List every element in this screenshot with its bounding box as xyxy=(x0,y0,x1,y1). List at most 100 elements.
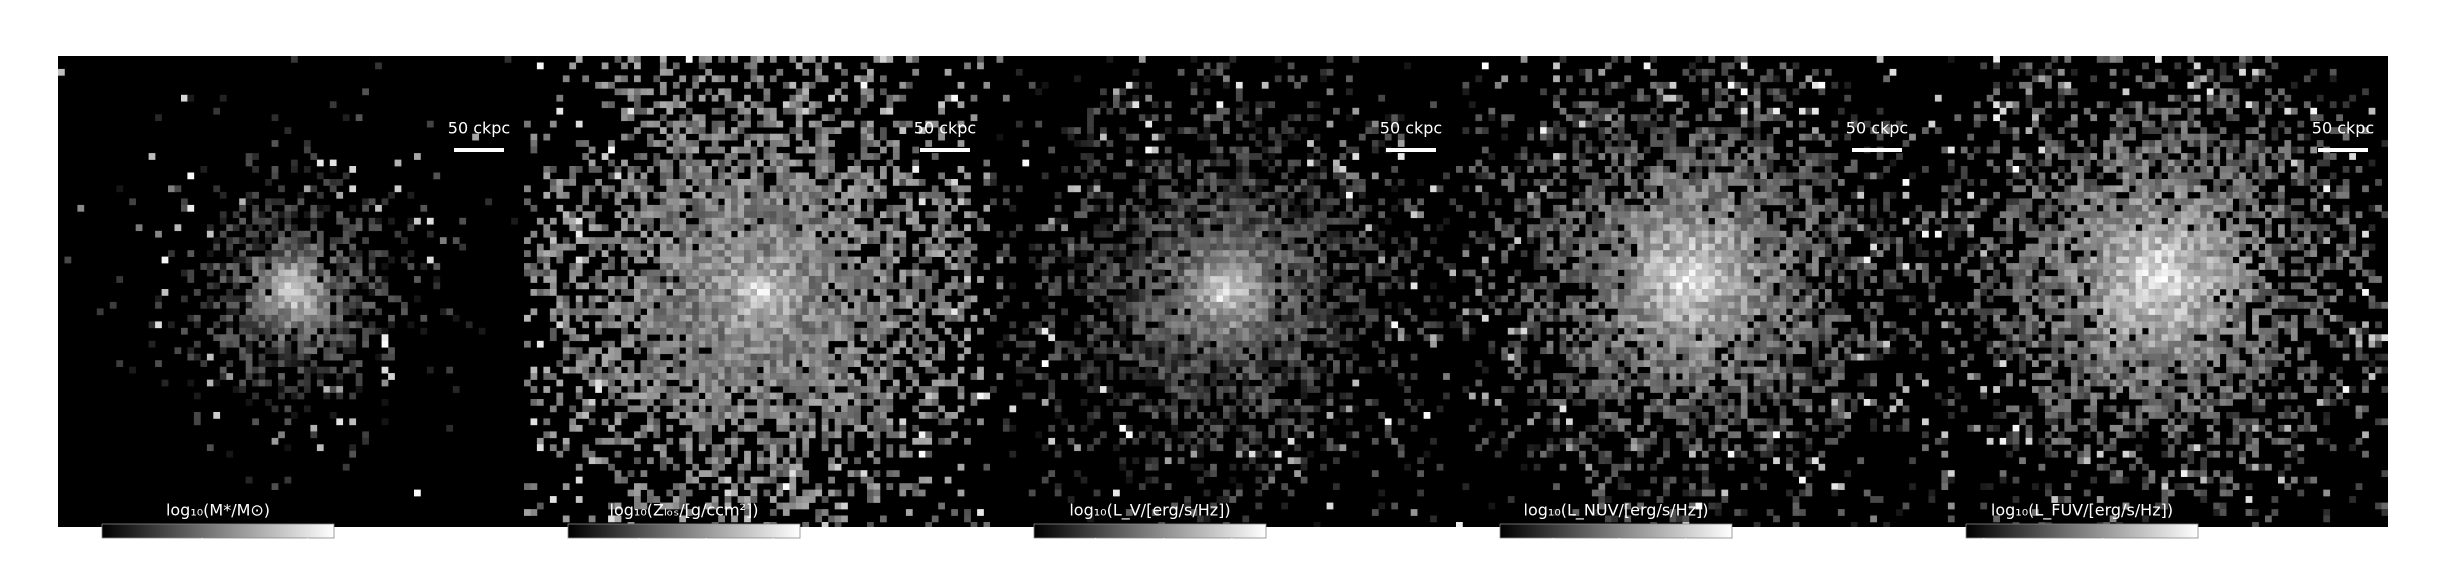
pixel xyxy=(1352,172,1360,180)
pixel xyxy=(1125,263,1133,270)
pixel xyxy=(1216,308,1224,316)
pixel xyxy=(1184,379,1191,387)
pixel xyxy=(821,399,829,406)
pixel xyxy=(1287,289,1295,296)
pixel xyxy=(711,179,719,186)
pixel xyxy=(1216,107,1224,115)
pixel xyxy=(1190,301,1198,309)
pixel xyxy=(310,308,318,316)
pixel xyxy=(711,366,719,374)
pixel xyxy=(452,237,460,244)
pixel xyxy=(608,347,615,355)
pixel xyxy=(1216,282,1224,290)
pixel xyxy=(1067,424,1075,432)
pixel xyxy=(1352,334,1360,342)
pixel xyxy=(1203,301,1211,309)
pixel xyxy=(782,276,790,283)
pixel xyxy=(206,250,214,257)
pixel xyxy=(860,282,868,290)
pixel xyxy=(284,282,292,290)
pixel xyxy=(1430,185,1437,193)
pixel xyxy=(659,198,667,206)
pixel xyxy=(795,353,803,361)
pixel xyxy=(718,256,725,264)
pixel xyxy=(763,276,771,283)
pixel xyxy=(802,198,810,206)
pixel xyxy=(821,114,829,122)
pixel xyxy=(672,179,680,186)
pixel xyxy=(821,424,829,432)
pixel xyxy=(640,282,648,290)
pixel xyxy=(1190,224,1198,232)
pixel xyxy=(1093,191,1101,199)
pixel xyxy=(355,301,363,309)
pixel xyxy=(355,217,363,225)
pixel xyxy=(375,217,382,225)
pixel xyxy=(381,282,389,290)
pixel xyxy=(601,237,609,244)
pixel xyxy=(1346,237,1353,244)
pixel xyxy=(316,289,324,296)
pixel xyxy=(854,412,861,419)
pixel xyxy=(795,340,803,348)
pixel xyxy=(1391,321,1399,329)
pixel xyxy=(543,191,551,199)
pixel xyxy=(1113,224,1120,232)
pixel xyxy=(854,159,861,167)
pixel xyxy=(757,269,764,277)
pixel xyxy=(802,418,810,426)
pixel xyxy=(731,133,738,141)
pixel xyxy=(291,392,298,400)
pixel xyxy=(873,424,881,432)
pixel xyxy=(841,347,848,355)
pixel xyxy=(1184,340,1191,348)
pixel xyxy=(731,334,738,342)
pixel xyxy=(789,353,797,361)
pixel xyxy=(769,140,777,147)
pixel xyxy=(789,263,797,270)
pixel xyxy=(744,405,751,413)
pixel xyxy=(757,463,764,471)
pixel xyxy=(271,198,279,206)
pixel xyxy=(310,424,318,432)
pixel xyxy=(1067,243,1075,251)
pixel xyxy=(1197,289,1204,296)
pixel xyxy=(634,88,641,96)
pixel xyxy=(841,269,848,277)
pixel xyxy=(841,353,848,361)
pixel xyxy=(724,405,732,413)
pixel xyxy=(705,263,712,270)
pixel xyxy=(1074,263,1081,270)
pixel xyxy=(744,62,751,70)
pixel xyxy=(685,418,693,426)
pixel xyxy=(892,140,900,147)
pixel xyxy=(1268,295,1276,303)
pixel xyxy=(692,230,700,238)
pixel xyxy=(970,295,978,303)
pixel xyxy=(621,314,628,322)
pixel xyxy=(860,75,868,83)
pixel xyxy=(957,256,965,264)
pixel xyxy=(815,101,823,109)
pixel xyxy=(1229,224,1237,232)
pixel xyxy=(1281,120,1289,128)
pixel xyxy=(886,444,894,452)
pixel xyxy=(789,405,797,413)
pixel xyxy=(957,101,965,109)
pixel xyxy=(1093,159,1101,167)
pixel xyxy=(873,418,881,426)
pixel xyxy=(1281,172,1289,180)
pixel xyxy=(802,185,810,193)
pixel xyxy=(1443,373,1450,380)
pixel xyxy=(815,373,823,380)
pixel xyxy=(692,301,700,309)
pixel xyxy=(536,289,544,296)
pixel xyxy=(271,289,279,296)
pixel xyxy=(1177,269,1185,277)
pixel xyxy=(226,263,234,270)
pixel xyxy=(1307,321,1314,329)
pixel xyxy=(892,470,900,477)
pixel xyxy=(1177,353,1185,361)
pixel xyxy=(983,172,990,180)
pixel xyxy=(1197,269,1204,277)
